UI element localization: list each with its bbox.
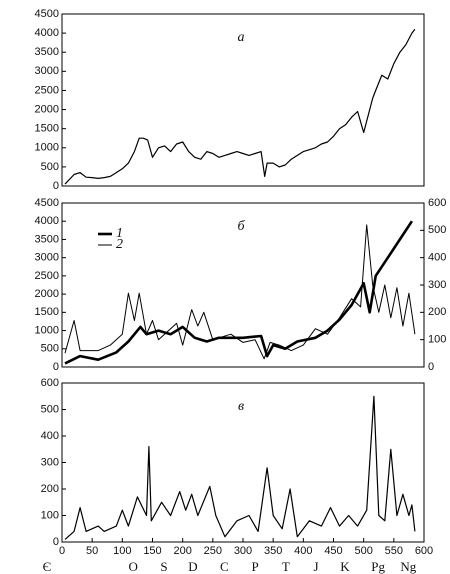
y2-tick-label: 500 (428, 224, 446, 236)
period-label: P (251, 559, 258, 574)
period-label: O (128, 559, 137, 574)
panel-label: а (238, 30, 245, 45)
y-tick-label: 3500 (35, 233, 59, 245)
x-tick-label: 200 (173, 545, 191, 557)
y-tick-label: 1500 (35, 123, 59, 135)
y-tick-label: 2000 (35, 103, 59, 115)
y-tick-label: 200 (41, 483, 59, 495)
y-tick-label: 600 (41, 377, 59, 389)
y-tick-label: 2000 (35, 288, 59, 300)
y-tick-label: 2500 (35, 84, 59, 96)
y2-tick-label: 600 (428, 197, 446, 209)
y2-tick-label: 400 (428, 252, 446, 264)
y-tick-label: 4500 (35, 8, 59, 20)
x-tick-label: 50 (86, 545, 98, 557)
period-label: Є (43, 559, 52, 574)
series-line (64, 395, 416, 540)
period-label: K (340, 559, 350, 574)
period-label: D (188, 559, 197, 574)
y-tick-label: 0 (53, 180, 59, 192)
series-line (64, 224, 416, 360)
x-tick-label: 500 (354, 545, 372, 557)
y-tick-label: 400 (41, 430, 59, 442)
y-tick-label: 1000 (35, 142, 59, 154)
panel-label: б (237, 219, 245, 234)
legend-label: 1 (116, 226, 123, 241)
y-tick-label: 0 (53, 536, 59, 548)
y-tick-label: 4500 (35, 197, 59, 209)
y2-tick-label: 200 (428, 306, 446, 318)
y-tick-label: 100 (41, 509, 59, 521)
y-tick-label: 3000 (35, 252, 59, 264)
x-tick-label: 600 (415, 545, 433, 557)
x-tick-label: 100 (113, 545, 131, 557)
legend-label: 2 (116, 237, 123, 252)
y-tick-label: 1000 (35, 324, 59, 336)
y-tick-label: 0 (53, 361, 59, 373)
y2-tick-label: 0 (428, 361, 434, 373)
x-tick-label: 400 (294, 545, 312, 557)
y-tick-label: 500 (41, 161, 59, 173)
x-tick-label: 0 (59, 545, 65, 557)
y2-tick-label: 100 (428, 334, 446, 346)
x-tick-label: 250 (204, 545, 222, 557)
series-line (64, 220, 413, 365)
y-tick-label: 500 (41, 403, 59, 415)
period-label: J (313, 559, 318, 574)
panel-frame (61, 13, 425, 187)
period-label: C (220, 559, 229, 574)
panel-label: в (238, 399, 244, 414)
y-tick-label: 300 (41, 456, 59, 468)
period-label: S (160, 559, 167, 574)
y-tick-label: 1500 (35, 306, 59, 318)
series-line (64, 28, 416, 185)
x-tick-label: 550 (385, 545, 403, 557)
y-tick-label: 500 (41, 343, 59, 355)
x-tick-label: 300 (234, 545, 252, 557)
y-tick-label: 3000 (35, 65, 59, 77)
y-tick-label: 4000 (35, 215, 59, 227)
x-tick-label: 350 (264, 545, 282, 557)
x-tick-label: 150 (143, 545, 161, 557)
period-label: Pg (371, 559, 385, 574)
period-label: Ng (400, 559, 416, 574)
y-tick-label: 4000 (35, 27, 59, 39)
y2-tick-label: 300 (428, 279, 446, 291)
x-tick-label: 450 (324, 545, 342, 557)
y-tick-label: 2500 (35, 270, 59, 282)
period-label: T (282, 559, 290, 574)
y-tick-label: 3500 (35, 46, 59, 58)
